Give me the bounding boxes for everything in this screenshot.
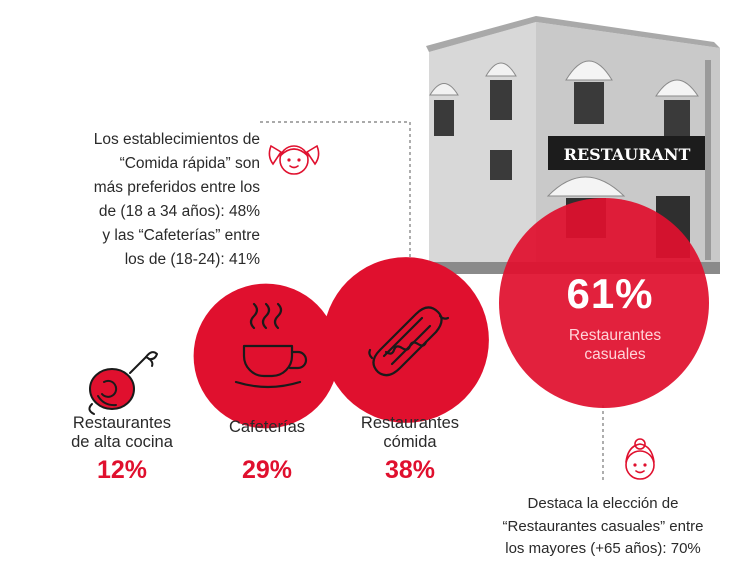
category-label-line: Restaurantes: [568, 327, 662, 344]
hotdog-icon: [368, 306, 450, 377]
annotation-line: “Comida rápida” son: [119, 155, 260, 172]
annotation-line: los mayores (+65 años): 70%: [505, 540, 701, 557]
meat-leg-icon: [88, 351, 158, 415]
category-label-cafeterias: Cafeterías: [202, 418, 332, 437]
annotation-older-audience: Destaca la elección de “Restaurantes cas…: [478, 493, 728, 561]
annotation-line: los de (18-24): 41%: [124, 251, 260, 268]
category-label-line: de alta cocina: [71, 433, 173, 451]
bubble-group: [193, 198, 709, 429]
coffee-cup-icon: [234, 302, 308, 389]
data-label-casuales: 61%: [566, 270, 654, 317]
category-label-alta-cocina: Restaurantes de alta cocina: [52, 414, 192, 452]
bubble-cafeterias: [193, 283, 339, 429]
category-label-line: Restaurantes: [360, 414, 460, 432]
girl-face-icon: [268, 144, 320, 175]
data-label-comida: 38%: [384, 456, 436, 484]
annotation-line: y las “Cafeterías” entre: [102, 227, 260, 244]
category-label-line: Cafeterías: [228, 418, 306, 436]
category-label-line: casuales: [584, 346, 646, 363]
category-label-comida: Restaurantes cómida: [340, 414, 480, 452]
leader-line-young: [260, 121, 411, 300]
annotation-young-audience: Los establecimientos de “Comida rápida” …: [60, 128, 260, 272]
annotation-line: más preferidos entre los: [93, 179, 260, 196]
bubble-casuales: [499, 198, 709, 408]
elderly-woman-icon: [625, 438, 655, 480]
bubble-comida: [323, 257, 489, 423]
data-label-alta-cocina: 12%: [96, 456, 148, 484]
annotation-line: Destaca la elección de: [527, 495, 679, 512]
data-label-cafeterias: 29%: [241, 456, 293, 484]
annotation-line: de (18 a 34 años): 48%: [98, 203, 260, 220]
building-sign-text: RESTAURANT: [564, 145, 691, 164]
annotation-line: “Restaurantes casuales” entre: [502, 517, 704, 535]
category-label-line: Restaurantes: [72, 414, 172, 432]
category-label-casuales: Restaurantes casuales: [540, 326, 690, 364]
annotation-line: Los establecimientos de: [93, 131, 260, 148]
category-label-line: cómida: [383, 433, 437, 451]
